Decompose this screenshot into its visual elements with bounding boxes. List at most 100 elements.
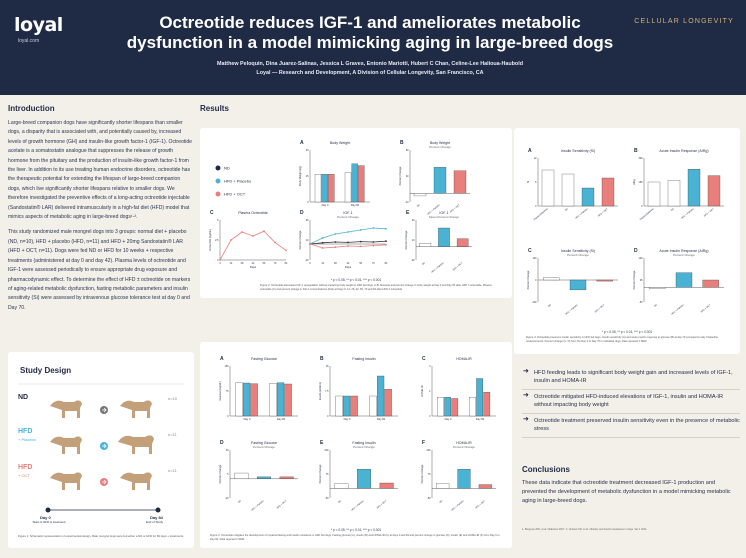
bar (702, 279, 719, 288)
bar (687, 169, 701, 207)
fig2-sig-note: * p < 0.05, ** p < 0.01, *** p < 0.001 (330, 278, 382, 282)
bar (284, 383, 292, 417)
y-axis-label: Percent Change (298, 230, 302, 249)
x-tick-label: Placebo/Baseline (640, 208, 655, 221)
key-findings: ➜ HFD feeding leads to significant body w… (522, 366, 740, 438)
bar (581, 187, 595, 207)
x-tick-label: 56 (263, 262, 266, 265)
y-axis-label: Percent Change (218, 464, 222, 483)
bar (444, 397, 451, 417)
figure4-charts: A Insulin Sensitivity (Si) Si 0 6 12 Placebo/B… (526, 148, 724, 316)
x-tick-label: Day 84 (377, 417, 386, 421)
y-tick-label: 200 (427, 449, 432, 452)
y-tick-label: -10 (405, 201, 409, 204)
timeline-day0: Day 0 (40, 515, 51, 520)
panel-letter: B (400, 140, 404, 146)
chart-B-fasting-insulin: B Fasting Insulin Insulin (uIU/mL) 0 7.5 15 Da… (318, 356, 398, 421)
data-point (274, 241, 276, 244)
x-tick-label: Day 0 (244, 417, 251, 421)
chart-title: Insulin Sensitivity (Si) (561, 249, 595, 253)
group-label-nd: ND (18, 394, 29, 401)
chart-title: Body Weight (430, 141, 450, 145)
panel-letter: C (528, 248, 532, 254)
chart-subtitle: Percent Change (337, 215, 359, 219)
x-tick-label: HFD + OCT (277, 500, 288, 510)
bar (343, 395, 351, 417)
y-tick-label: 300 (639, 157, 644, 160)
chart-subtitle: Percent Change (673, 253, 695, 257)
bar (234, 472, 249, 479)
intro-paragraph-2: This study randomized male mongrel dogs … (8, 229, 191, 311)
legend: ND HFD + Placebo HFD + OCT (215, 165, 252, 197)
chart-subtitle: Percent Change (567, 253, 589, 257)
y-axis-label: Insulin (uIU/mL) (318, 382, 322, 400)
x-tick-label: HFD + OCT (701, 304, 712, 314)
x-tick-label: 28 (241, 262, 244, 265)
bar (437, 397, 444, 417)
logo-url: loyal.com (18, 38, 40, 44)
y-tick-label: 2.5 (215, 239, 219, 242)
panel-letter: E (320, 440, 324, 446)
bar (257, 476, 271, 479)
y-tick-label: 75 (226, 390, 229, 393)
bar (483, 392, 491, 417)
group-n-hfd: n=11 (168, 432, 177, 437)
dog-oct-end (120, 472, 152, 490)
y-tick-label: 25 (640, 279, 643, 282)
panel-letter: A (528, 148, 532, 154)
chart-D-acute-insulin-response-airg-: D Acute Insulin Response (AIRg)Percent Ch… (632, 248, 724, 316)
references: 1. Bergman RN, et al. Diabetes 2007. 2. … (522, 528, 648, 531)
bar (667, 180, 681, 207)
y-tick-label: 20 (406, 175, 409, 178)
y-tick-label: -20 (411, 259, 415, 262)
y-tick-label: 30 (306, 149, 309, 152)
bar (543, 277, 560, 281)
data-point (359, 245, 362, 248)
data-point (285, 249, 287, 252)
chart-title: IGF-1 (439, 211, 448, 215)
x-tick-label: ND (671, 208, 675, 212)
y-tick-label: 4 (429, 365, 431, 368)
bar (377, 375, 385, 417)
fig3-sig-note: * p < 0.05, ** p < 0.01, *** p < 0.001 (330, 528, 382, 532)
panel-letter: F (422, 440, 425, 446)
bar (647, 181, 661, 207)
x-tick-label: ND (238, 500, 242, 504)
bar (250, 383, 258, 417)
bar (675, 272, 693, 288)
group-n-nd: n=10 (168, 396, 178, 401)
bar (569, 279, 587, 291)
chart-C-plasma-octreotide: C Plasma Octreotide Octreotide (ng/mL) 0 2.5… (208, 210, 288, 269)
authors-line: Matthew Peloquin, Dina Juarez-Salinas, J… (216, 61, 524, 67)
bar (235, 382, 243, 417)
chart-title: HOMA-IR (456, 441, 472, 445)
y-tick-label: 15 (326, 365, 329, 368)
chart-A-fasting-glucose: A Fasting Glucose Glucose (mg/dL) 0 75 150 Day… (218, 356, 298, 421)
data-point (321, 241, 324, 244)
x-tick-label: Placebo/Baseline (534, 208, 549, 221)
x-tick-label: HFD + OCT (595, 304, 606, 314)
panel-letter: B (320, 356, 324, 362)
bar (334, 483, 349, 489)
y-axis-label: Percent Change (318, 464, 322, 483)
chart-A-insulin-sensitivity-si-: A Insulin Sensitivity (Si) Si 0 6 12 Placebo/B… (526, 148, 618, 221)
chart-title: Plasma Octreotide (238, 211, 268, 215)
group-label-oct: HFD (18, 464, 33, 471)
data-point (372, 244, 375, 247)
x-tick-label: 70 (372, 262, 375, 265)
chart-C-homa-ir: C HOMA-IR HOMA-IR 0 2 4 Day 0 Day 84 (420, 356, 496, 421)
y-tick-label: 15 (306, 175, 309, 178)
dog-nd-start (50, 400, 82, 418)
bar (279, 476, 294, 479)
y-tick-label: 200 (325, 449, 330, 452)
x-tick-label: Day 84 (476, 417, 485, 421)
x-tick-label: 42 (347, 262, 350, 265)
y-tick-label: 6 (535, 181, 537, 184)
legend-label: HFD + OCT (224, 192, 246, 197)
poster-header: loyal loyal.com Octreotide reduces IGF-1… (0, 0, 746, 95)
y-tick-label: -100 (532, 301, 537, 304)
poster-title: Octreotide reduces IGF-1 and ameliorates… (126, 13, 614, 52)
bar (596, 279, 613, 282)
bar (384, 389, 392, 417)
